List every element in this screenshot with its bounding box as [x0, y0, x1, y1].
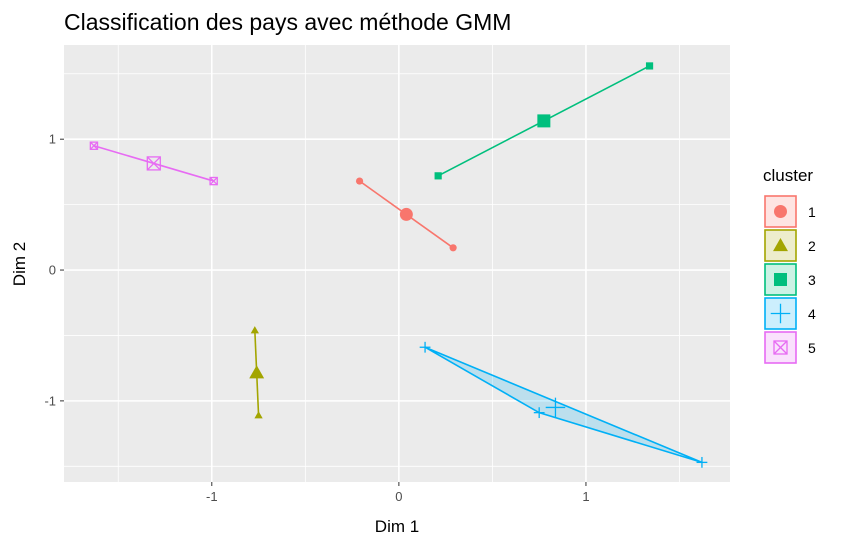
- legend-item-3: 3: [764, 263, 816, 296]
- legend-label: 5: [808, 340, 816, 356]
- x-tick-label: 0: [395, 489, 402, 504]
- major-gridlines: [64, 45, 730, 482]
- legend-label: 1: [808, 204, 816, 220]
- legend-label: 2: [808, 238, 816, 254]
- cluster-1-point: [449, 244, 457, 252]
- legend-items: 1 2 3 4 5: [764, 195, 816, 364]
- cluster-1-center: [399, 207, 413, 221]
- minor-gridlines: [64, 45, 730, 482]
- cluster-2-point: [250, 326, 259, 334]
- legend-key: [764, 195, 797, 228]
- cluster-4-center: [545, 397, 566, 418]
- y-tick-label: 1: [49, 132, 56, 147]
- legend-symbol: [770, 303, 791, 324]
- y-axis: -1 0 1: [44, 132, 64, 408]
- cluster-points: [89, 62, 708, 468]
- x-axis-title: Dim 1: [375, 517, 419, 536]
- chart-title: Classification des pays avec méthode GMM: [64, 9, 511, 35]
- cluster-5-point: [209, 176, 218, 186]
- legend-item-2: 2: [764, 229, 816, 262]
- cluster-4-point: [419, 341, 431, 353]
- legend-label: 3: [808, 272, 816, 288]
- legend-title: cluster: [763, 166, 813, 185]
- legend-symbol: [774, 205, 787, 218]
- cluster-4-hull: [424, 346, 703, 464]
- cluster-5-center: [146, 156, 161, 171]
- legend-label: 4: [808, 306, 816, 322]
- cluster-1-point: [355, 177, 364, 185]
- legend: cluster 1 2 3 4 5: [763, 166, 816, 364]
- legend-item-5: 5: [764, 331, 816, 364]
- cluster-3-point: [434, 172, 442, 180]
- x-axis: -1 0 1: [206, 482, 590, 504]
- legend-symbol: [773, 238, 788, 252]
- legend-symbol: [774, 273, 787, 286]
- legend-symbol: [773, 340, 788, 355]
- plot-panel: [64, 45, 730, 482]
- legend-item-1: 1: [764, 195, 816, 228]
- x-tick-label: 1: [582, 489, 589, 504]
- cluster-2-center: [249, 365, 265, 379]
- legend-item-4: 4: [764, 297, 816, 330]
- y-tick-label: 0: [49, 263, 56, 278]
- x-tick-label: -1: [206, 489, 218, 504]
- cluster-5-point: [89, 141, 99, 150]
- cluster-4-point: [696, 456, 708, 468]
- cluster-4-point: [533, 407, 545, 419]
- cluster-3-center: [537, 114, 551, 128]
- y-axis-title: Dim 2: [10, 242, 29, 286]
- cluster-3-point: [645, 62, 654, 70]
- cluster-2-point: [254, 411, 263, 419]
- y-tick-label: -1: [44, 393, 56, 408]
